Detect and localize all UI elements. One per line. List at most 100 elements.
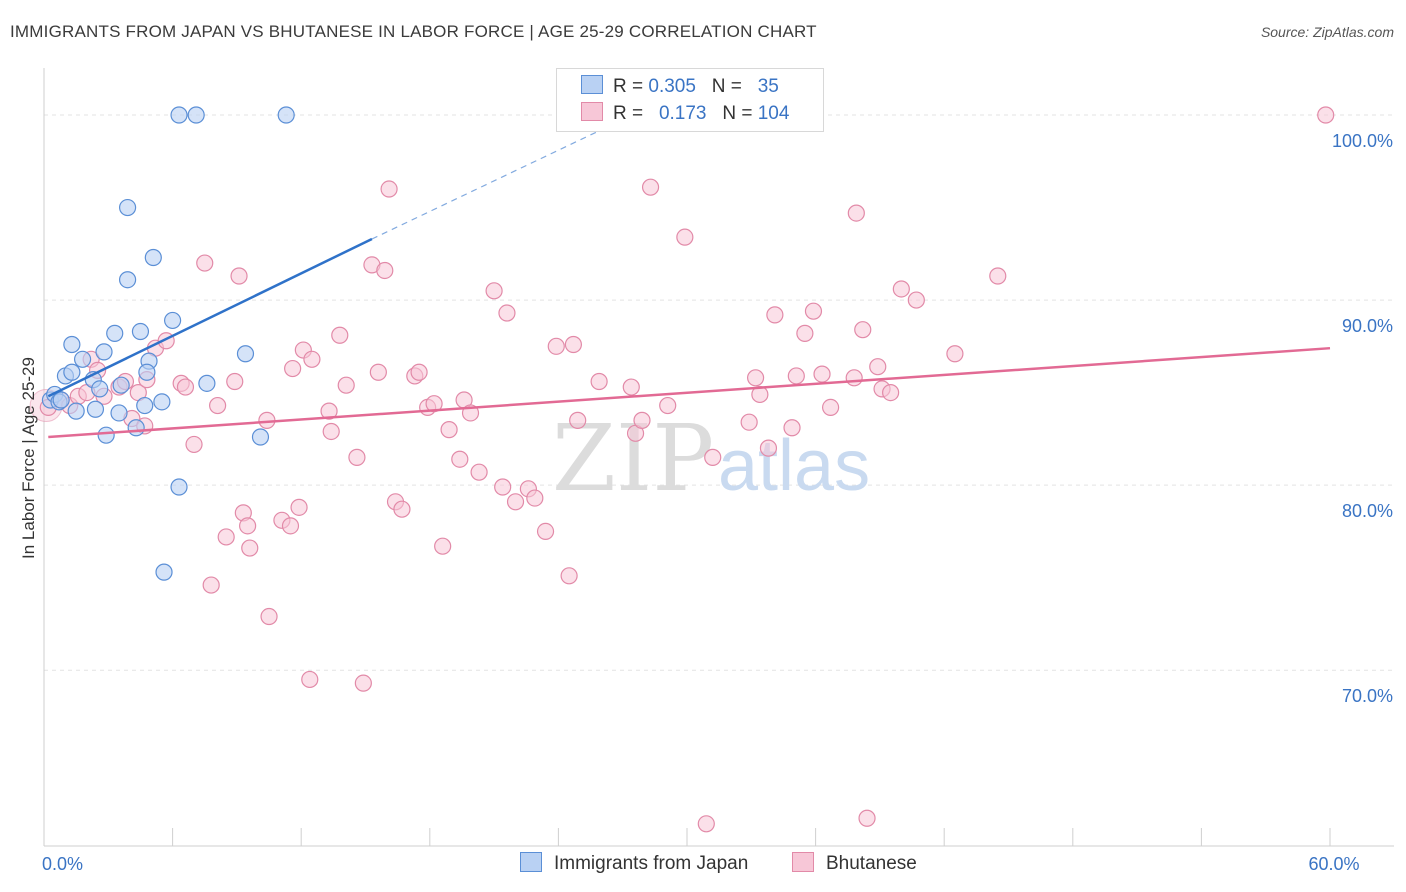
japan-point [67, 402, 85, 420]
bhutan-point [564, 335, 583, 354]
bhutan-point [217, 528, 235, 546]
bhutan-point [320, 402, 338, 420]
japan-point [95, 343, 113, 361]
bhutan-point [907, 291, 925, 309]
bhutan-point [434, 537, 452, 555]
japan-point [52, 391, 70, 409]
japan-points [41, 106, 295, 581]
bhutan-point [260, 607, 278, 626]
bhutan-point [410, 363, 428, 381]
japan-point [127, 419, 145, 437]
bhutan-point [470, 463, 488, 481]
bhutan-point [380, 180, 398, 198]
bhutan-point [892, 280, 910, 298]
legend-item-japan: Immigrants from Japan [520, 852, 748, 875]
japan-n-value: 35 [757, 76, 779, 97]
japan-point [73, 350, 92, 368]
bhutan-point [337, 376, 355, 394]
japan-point [91, 380, 109, 398]
y-tick-label: 70.0% [1342, 686, 1393, 706]
japan-point [138, 363, 156, 381]
bhutan-point [796, 324, 814, 342]
bhutan-r-value: 0.173 [658, 103, 707, 124]
bhutan-point [622, 378, 640, 396]
bhutan-point [869, 358, 887, 376]
japan-point [170, 478, 188, 496]
bhutan-point [354, 674, 372, 692]
bhutan-point [176, 378, 195, 396]
japan-point [164, 311, 182, 330]
bhutan-point [506, 493, 525, 511]
japan-point [136, 396, 154, 415]
japan-r-value: 0.305 [648, 76, 696, 97]
japan-point [144, 248, 162, 267]
bhutan-point [369, 363, 387, 381]
japan-swatch [581, 75, 603, 94]
japan-point [236, 345, 255, 363]
bhutan-point [498, 304, 516, 322]
bhutan-point [202, 576, 220, 594]
japan-point [153, 393, 171, 411]
bhutan-point [882, 384, 900, 402]
bhutan-point [676, 228, 694, 246]
y-tick-label: 80.0% [1342, 501, 1393, 521]
bhutan-point [783, 419, 801, 437]
bhutan-point [425, 395, 443, 413]
bhutan-point [946, 345, 964, 363]
watermark-atlas: atlas [718, 426, 870, 506]
bhutan-point [697, 815, 715, 833]
bhutan-point [569, 411, 587, 429]
bhutan-point [787, 367, 805, 385]
bhutan-point [440, 421, 458, 439]
japan-point [198, 374, 216, 392]
bhutan-point [633, 411, 651, 429]
bhutan-point [331, 326, 349, 344]
japan-point [110, 404, 128, 422]
bhutan-point [185, 435, 203, 454]
tick-labels: 100.0% 90.0% 80.0% 70.0% 0.0% 60.0% [42, 131, 1393, 874]
bhutan-point [704, 448, 722, 466]
y-tick-label: 100.0% [1332, 131, 1393, 151]
bhutan-point [284, 359, 302, 378]
bhutan-point [804, 302, 823, 320]
bhutan-point [822, 398, 840, 417]
japan-point [63, 335, 81, 354]
bhutan-point [281, 517, 300, 535]
japan-point [187, 106, 205, 124]
bhutan-point [989, 267, 1007, 285]
y-tick-label: 90.0% [1342, 316, 1393, 336]
bhutan-point [526, 489, 544, 507]
trend-lines [47, 129, 1331, 439]
japan-point [63, 363, 81, 381]
bhutan-point [759, 439, 778, 457]
bhutan-swatch [581, 102, 603, 121]
bhutan-point [241, 539, 259, 557]
bhutan-trend-line [48, 346, 1331, 439]
bhutan-point [290, 498, 308, 516]
bhutanese-points [29, 106, 1335, 833]
bhutan-point [813, 365, 831, 383]
japan-point [118, 271, 137, 289]
axes [43, 68, 1394, 847]
japan-trend-extension [371, 129, 602, 240]
bhutan-point [536, 522, 555, 540]
japan-point [97, 426, 115, 444]
bhutan-n-value: 104 [757, 103, 790, 124]
bhutan-point [209, 396, 227, 415]
japan-trend-line [47, 237, 373, 398]
source-credit: Source: ZipAtlas.com [1260, 24, 1394, 40]
bhutan-point [485, 282, 503, 300]
bhutan-point [766, 306, 784, 324]
bhutan-point [560, 567, 578, 585]
bhutan-point [858, 809, 876, 827]
bhutan-point [451, 450, 469, 468]
bhutan-point [547, 337, 565, 355]
japan-point [112, 376, 130, 394]
japan-point [251, 428, 270, 446]
legend-row-bhutan: R = 0.173 N = 104 [581, 102, 789, 125]
bhutan-point [393, 500, 411, 518]
bhutan-point [301, 670, 319, 689]
bhutan-point [226, 372, 244, 391]
bhutan-point [659, 396, 677, 415]
bhutan-point [845, 369, 863, 387]
